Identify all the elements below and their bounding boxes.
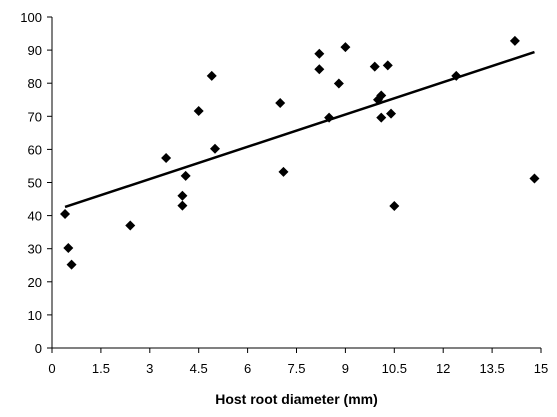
- data-point: [314, 64, 325, 75]
- data-point: [210, 143, 220, 154]
- y-tick-label: 100: [20, 10, 42, 25]
- data-point: [529, 173, 540, 184]
- data-point: [451, 70, 462, 81]
- x-tick-label: 7.5: [287, 361, 305, 376]
- x-tick-label: 15: [534, 361, 548, 376]
- y-tick-label: 60: [28, 142, 42, 157]
- y-tick-label: 70: [28, 109, 42, 124]
- x-tick-label: 0: [48, 361, 55, 376]
- x-tick-label: 1.5: [92, 361, 110, 376]
- data-point: [60, 208, 71, 219]
- data-point: [177, 200, 188, 211]
- data-point: [386, 108, 397, 119]
- data-point: [314, 48, 325, 59]
- x-tick-label: 6: [244, 361, 251, 376]
- y-tick-label: 90: [28, 43, 42, 58]
- x-tick-label: 13.5: [479, 361, 504, 376]
- x-tick-label: 3: [146, 361, 153, 376]
- axis-ticks: 0 1.5 3 4.5 6 7.5 9 10.5 12 13.5 15 0 10 20 30 40 50 60 70…: [20, 10, 548, 376]
- y-tick-label: 10: [28, 308, 42, 323]
- y-tick-label: 50: [28, 176, 42, 191]
- trendline: [64, 50, 535, 209]
- y-tick-label: 30: [28, 242, 42, 257]
- data-point: [180, 170, 191, 181]
- trendline-group: [64, 50, 535, 209]
- x-tick-label: 12: [436, 361, 450, 376]
- data-point: [509, 35, 520, 46]
- data-point: [333, 78, 344, 89]
- data-point: [63, 243, 74, 254]
- x-tick-label: 10.5: [382, 361, 407, 376]
- data-point: [177, 190, 188, 201]
- x-axis-title: Host root diameter (mm): [215, 391, 378, 407]
- data-point: [369, 61, 380, 72]
- x-tick-label: 4.5: [190, 361, 208, 376]
- y-tick-label: 20: [28, 275, 42, 290]
- y-tick-label: 0: [35, 341, 42, 356]
- data-point: [278, 166, 289, 177]
- data-point: [324, 112, 335, 123]
- data-point: [125, 220, 136, 231]
- y-tick-label: 40: [28, 209, 42, 224]
- data-point: [206, 70, 217, 81]
- x-tick-label: 9: [342, 361, 349, 376]
- data-point: [275, 98, 286, 109]
- data-point: [193, 106, 204, 117]
- data-point: [340, 42, 351, 53]
- data-point: [382, 60, 393, 71]
- data-points: [60, 35, 540, 270]
- data-point: [376, 112, 387, 123]
- data-point: [376, 90, 387, 101]
- data-point: [161, 153, 172, 164]
- data-point: [389, 201, 400, 212]
- y-tick-label: 80: [28, 76, 42, 91]
- data-point: [66, 259, 77, 270]
